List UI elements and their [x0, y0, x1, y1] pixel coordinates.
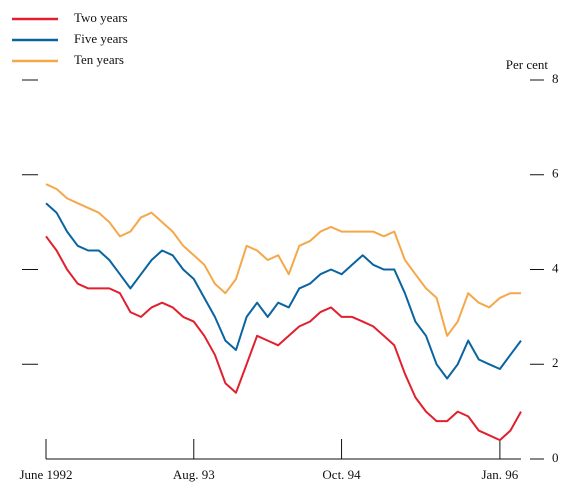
- legend-label: Ten years: [74, 52, 124, 67]
- y-tick-label: 8: [552, 71, 559, 86]
- y-tick-label: 4: [552, 260, 559, 275]
- series-line: [45, 235, 522, 442]
- x-tick-label: Jan. 96: [481, 467, 518, 482]
- legend-label: Two years: [74, 10, 128, 25]
- series-line: [45, 183, 521, 337]
- y-tick-label: 6: [552, 166, 559, 181]
- x-tick-label: Aug. 93: [173, 467, 215, 482]
- legend-label: Five years: [74, 31, 128, 46]
- series-line: [45, 202, 522, 380]
- x-tick-label: Oct. 94: [322, 467, 361, 482]
- y-tick-label: 0: [552, 450, 559, 465]
- x-tick-label: June 1992: [19, 467, 72, 482]
- y-axis-label: Per cent: [506, 57, 549, 72]
- y-tick-label: 2: [552, 355, 559, 370]
